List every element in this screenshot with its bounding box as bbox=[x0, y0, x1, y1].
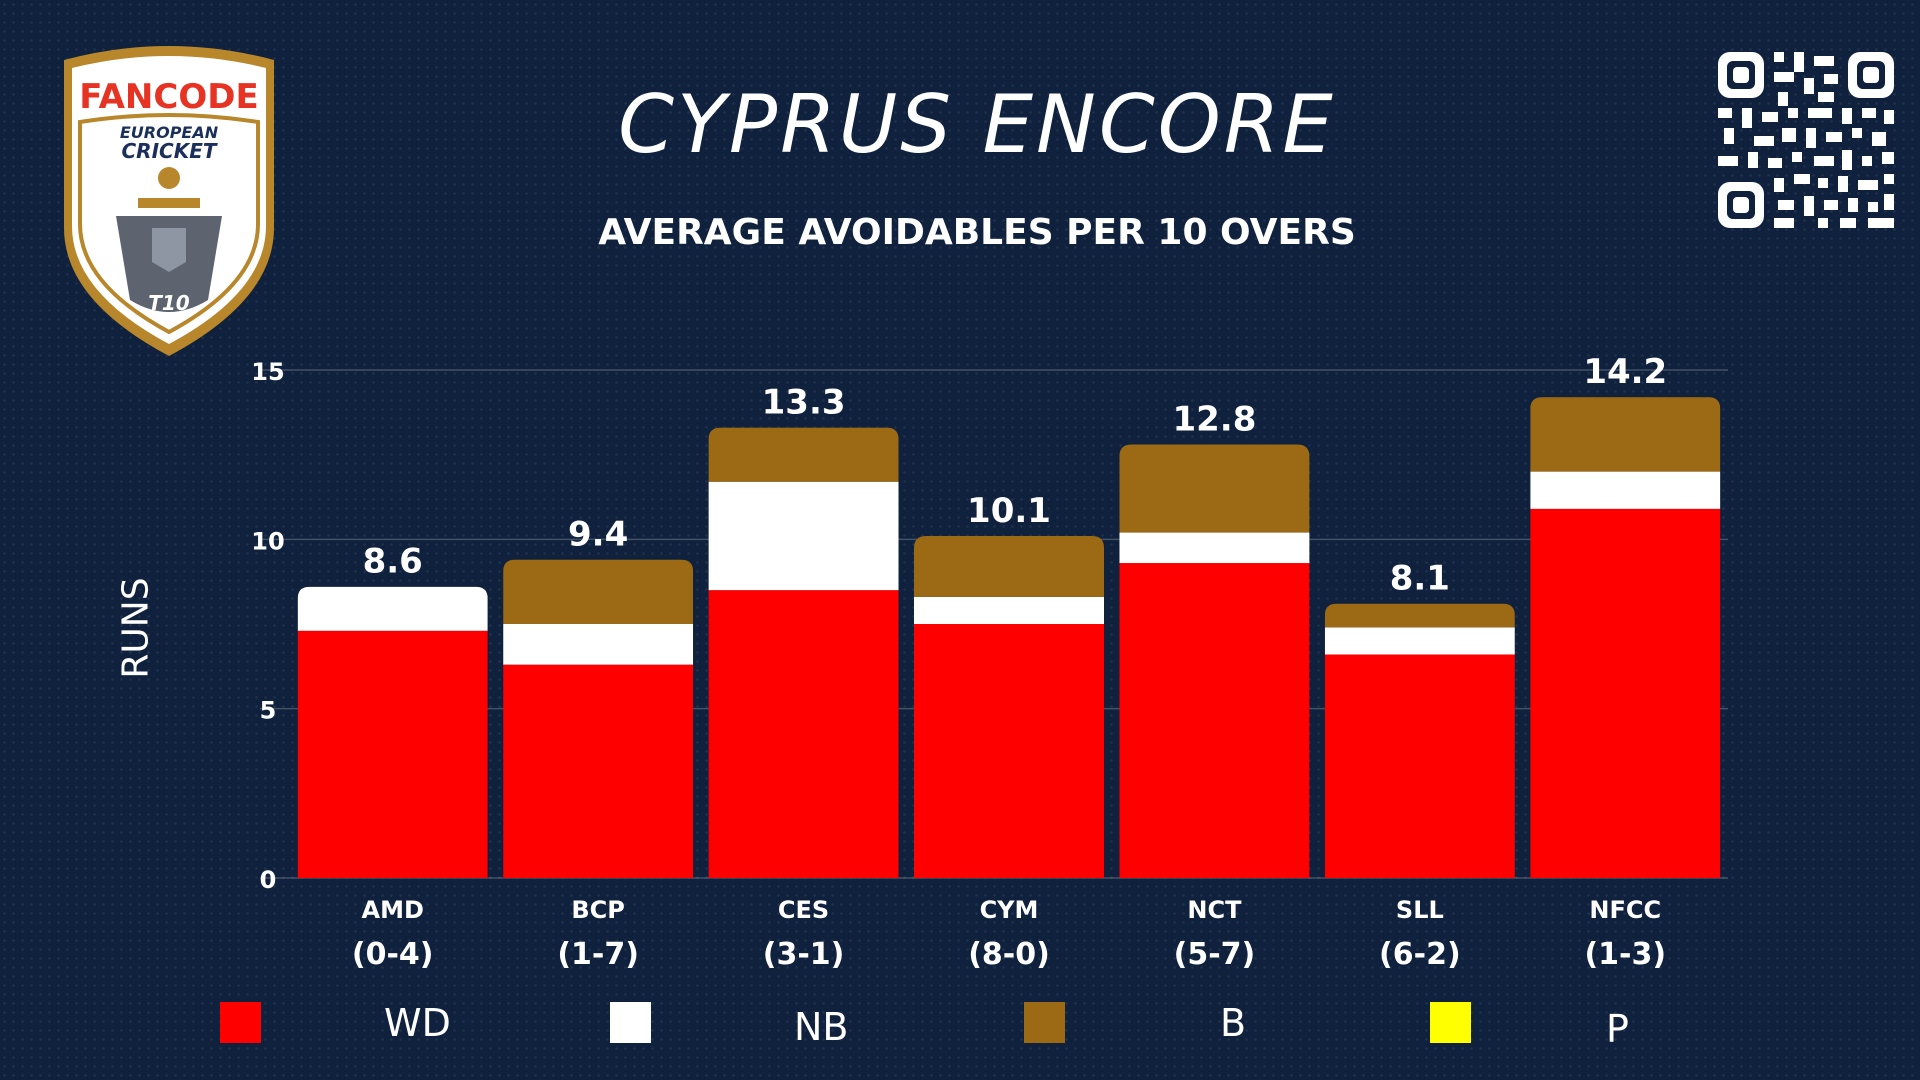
bar-ces-b bbox=[708, 427, 899, 482]
data-label-nfcc: 14.2 bbox=[1583, 352, 1667, 392]
chart-subtitle: AVERAGE AVOIDABLES PER 10 OVERS bbox=[598, 212, 1356, 253]
legend-swatch-wd bbox=[220, 1002, 261, 1043]
x-tick-label-cym: CYM bbox=[980, 896, 1039, 924]
legend-label-b: B bbox=[1220, 1001, 1247, 1045]
y-tick-label-0: 0 bbox=[260, 866, 277, 894]
record-label-cym: (8-0) bbox=[968, 937, 1050, 972]
bar-nfcc-nb bbox=[1530, 471, 1721, 509]
logo-badge: T10 bbox=[148, 291, 190, 315]
bar-group-ces bbox=[708, 427, 899, 878]
legend-swatch-b bbox=[1024, 1002, 1065, 1043]
bar-group-nct bbox=[1119, 444, 1310, 878]
bar-nfcc-wd bbox=[1530, 508, 1721, 878]
bar-ces-wd bbox=[708, 590, 899, 878]
bar-group-cym bbox=[914, 535, 1104, 878]
logo-line2: CRICKET bbox=[122, 139, 218, 163]
fancode-european-cricket-logo: FANCODE EUROPEAN CRICKET T10 bbox=[64, 46, 274, 356]
legend-label-p: P bbox=[1606, 1007, 1629, 1051]
bar-cym-b bbox=[914, 535, 1104, 597]
x-tick-label-nfcc: NFCC bbox=[1589, 896, 1661, 924]
record-label-bcp: (1-7) bbox=[557, 937, 639, 972]
y-tick-label-15: 15 bbox=[251, 358, 284, 386]
x-tick-label-bcp: BCP bbox=[571, 896, 625, 924]
x-tick-label-nct: NCT bbox=[1187, 896, 1242, 924]
bar-group-amd bbox=[297, 586, 488, 878]
data-label-bcp: 9.4 bbox=[568, 515, 628, 555]
x-tick-label-ces: CES bbox=[778, 896, 829, 924]
page-title: CYPRUS ENCORE bbox=[618, 78, 1336, 171]
bar-bcp-wd bbox=[503, 664, 694, 878]
legend-swatch-p bbox=[1430, 1002, 1471, 1043]
bar-amd-nb bbox=[297, 586, 488, 631]
x-tick-labels: AMD (0-4) BCP (1-7) CES (3-1) CYM (8-0) NCT (5-7)… bbox=[352, 896, 1666, 972]
bar-sll-nb bbox=[1324, 627, 1515, 655]
data-labels: 8.6 9.4 13.3 10.1 12.8 8.1 14.2 bbox=[363, 352, 1668, 599]
bar-nct-nb bbox=[1119, 532, 1310, 564]
y-tick-label-5: 5 bbox=[260, 697, 277, 725]
y-tick-label-10: 10 bbox=[251, 527, 284, 555]
y-tick-labels: 0 5 10 15 bbox=[251, 358, 284, 894]
bars bbox=[297, 397, 1721, 878]
bar-nfcc-b bbox=[1530, 397, 1721, 472]
record-label-sll: (6-2) bbox=[1379, 937, 1461, 972]
data-label-amd: 8.6 bbox=[363, 542, 423, 582]
bar-ces-nb bbox=[708, 481, 899, 591]
bar-nct-b bbox=[1119, 444, 1310, 533]
data-label-nct: 12.8 bbox=[1172, 400, 1256, 440]
bar-group-bcp bbox=[503, 559, 694, 878]
bar-nct-wd bbox=[1119, 563, 1310, 878]
qr-code-icon bbox=[1718, 52, 1894, 228]
bar-cym-nb bbox=[914, 596, 1104, 624]
bar-cym-wd bbox=[914, 624, 1104, 878]
legend-label-wd: WD bbox=[384, 1001, 451, 1045]
data-label-ces: 13.3 bbox=[762, 383, 846, 423]
bar-sll-wd bbox=[1324, 654, 1515, 878]
logo-brand: FANCODE bbox=[79, 77, 258, 117]
bar-group-sll bbox=[1324, 603, 1515, 878]
record-label-nfcc: (1-3) bbox=[1584, 937, 1666, 972]
record-label-amd: (0-4) bbox=[352, 937, 434, 972]
x-tick-label-amd: AMD bbox=[362, 896, 424, 924]
logo-line1: EUROPEAN bbox=[120, 123, 219, 142]
data-label-cym: 10.1 bbox=[967, 491, 1051, 531]
x-tick-label-sll: SLL bbox=[1396, 896, 1444, 924]
bar-amd-wd bbox=[297, 630, 488, 878]
legend-label-nb: NB bbox=[794, 1005, 849, 1049]
bar-bcp-b bbox=[503, 559, 694, 624]
bar-bcp-nb bbox=[503, 624, 694, 665]
record-label-nct: (5-7) bbox=[1174, 937, 1256, 972]
legend-swatch-nb bbox=[610, 1002, 651, 1043]
record-label-ces: (3-1) bbox=[763, 937, 845, 972]
legend: WD NB B P bbox=[0, 1000, 1920, 1051]
bar-group-nfcc bbox=[1530, 397, 1721, 878]
data-label-sll: 8.1 bbox=[1390, 559, 1450, 599]
bar-sll-b bbox=[1324, 603, 1515, 628]
